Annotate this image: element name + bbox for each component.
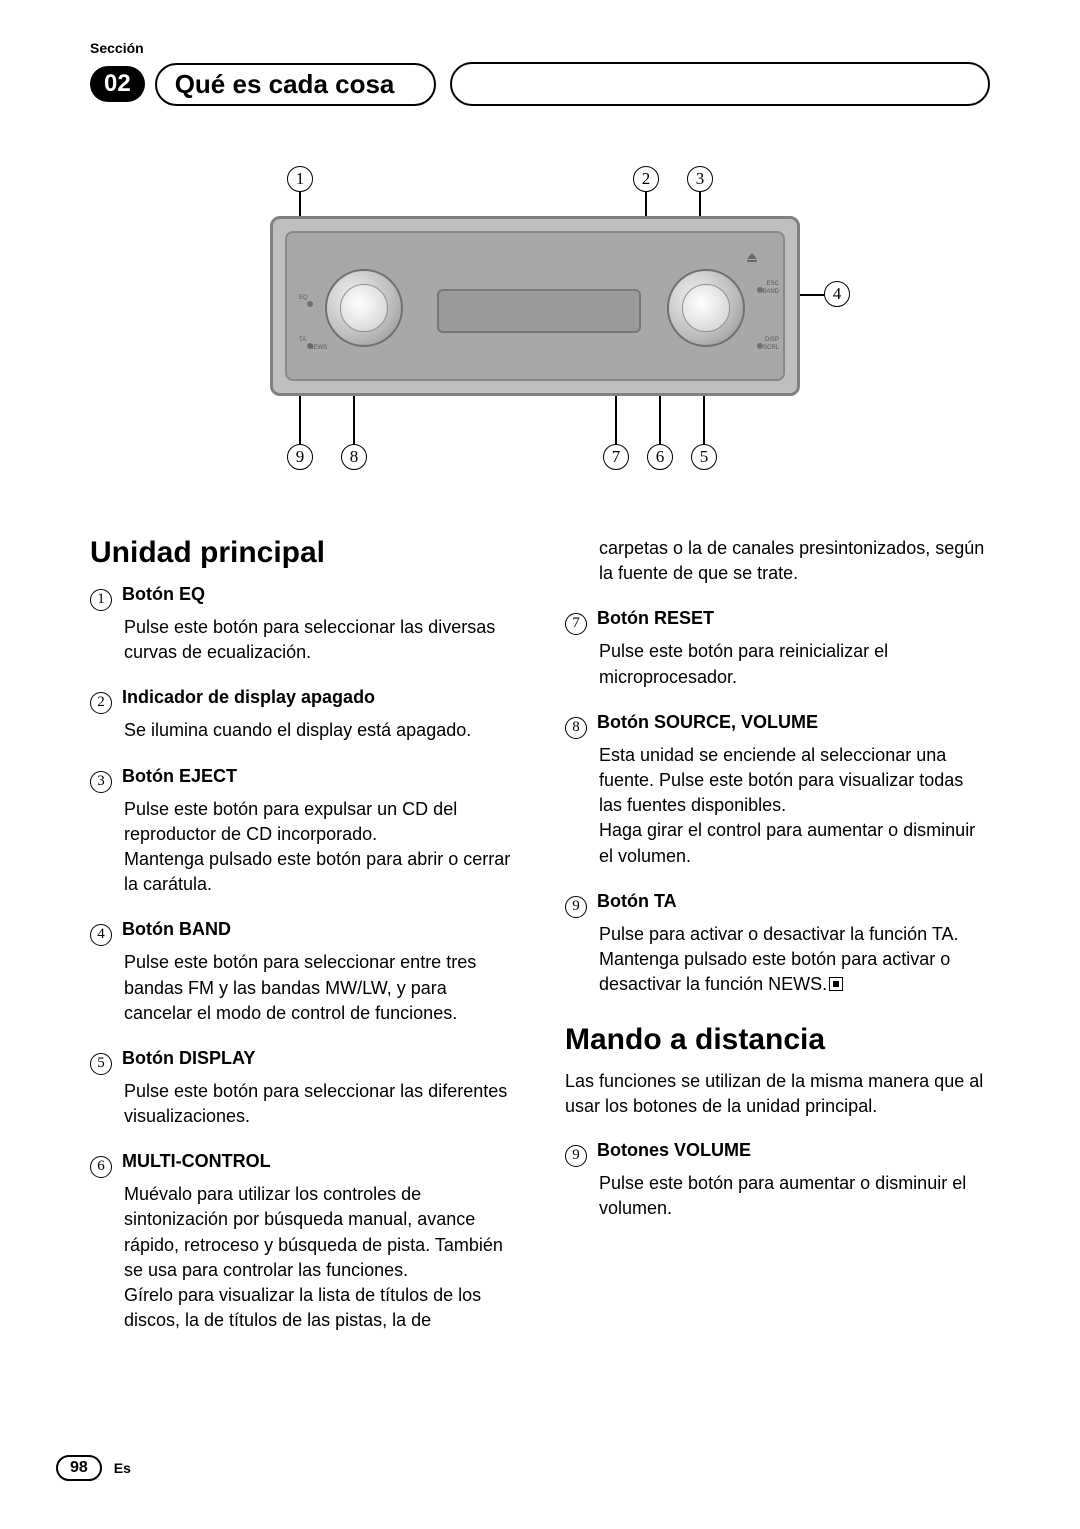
description-item: 2 Indicador de display apagado Se ilumina … [90,687,515,743]
callout-4: 4 [824,281,850,307]
item-number: 4 [90,924,112,946]
description-item: 7 Botón RESET Pulse este botón para reinic… [565,608,990,689]
item-head: 5 Botón DISPLAY [90,1048,515,1075]
scrl-label: SCRL [763,345,779,351]
display-screen [437,289,641,333]
page-title: Qué es cada cosa [155,63,437,106]
faceplate: EQ TA NEWS ESC BAND DISP SCRL [270,216,800,396]
item-number: 3 [90,771,112,793]
callout-7: 7 [603,444,629,470]
item-number: 6 [90,1156,112,1178]
item-body: Se ilumina cuando el display está apagad… [90,718,515,743]
ta-label: TA [299,337,306,343]
callout-2: 2 [633,166,659,192]
callout-8: 8 [341,444,367,470]
item-body: Pulse este botón para seleccionar las di… [90,615,515,665]
item-body: Pulse este botón para expulsar un CD del… [90,797,515,898]
esc-label: ESC [767,281,779,287]
page-footer: 98 Es [56,1455,131,1481]
item-body: Pulse este botón para aumentar o disminu… [565,1171,990,1221]
item-body: Muévalo para utilizar los controles de s… [90,1182,515,1333]
item-title: Botón SOURCE, VOLUME [597,712,818,732]
callout-3: 3 [687,166,713,192]
end-mark-icon [829,977,843,991]
item-title: Botón EJECT [122,766,237,786]
news-label: NEWS [309,345,327,351]
item-number: 9 [565,896,587,918]
callout-9: 9 [287,444,313,470]
description-item: 6 MULTI-CONTROL Muévalo para utilizar los … [90,1151,515,1333]
item-number: 8 [565,717,587,739]
remote-intro: Las funciones se utilizan de la misma ma… [565,1069,990,1119]
item-title: Botón BAND [122,919,231,939]
item-head: 6 MULTI-CONTROL [90,1151,515,1178]
callout-1: 1 [287,166,313,192]
item-number: 9 [565,1145,587,1167]
description-item: 3 Botón EJECT Pulse este botón para expuls… [90,766,515,898]
description-item: 1 Botón EQ Pulse este botón para seleccion… [90,584,515,665]
eq-label: EQ [299,295,308,301]
item-body: Pulse este botón para seleccionar las di… [90,1079,515,1129]
main-heading: Unidad principal [90,536,515,570]
description-item: 8 Botón SOURCE, VOLUME Esta unidad se enci… [565,712,990,869]
callout-5: 5 [691,444,717,470]
description-item: 4 Botón BAND Pulse este botón para selecci… [90,919,515,1026]
description-item: 9 Botones VOLUME Pulse este botón para aum… [565,1140,990,1221]
item-head: 2 Indicador de display apagado [90,687,515,714]
callout-6: 6 [647,444,673,470]
title-pill-spacer [450,62,990,106]
disp-label: DISP [765,337,779,343]
item-number: 7 [565,613,587,635]
item-title: Indicador de display apagado [122,687,375,707]
item-head: 9 Botón TA [565,891,990,918]
item-title: Botón DISPLAY [122,1048,255,1068]
description-item: 9 Botón TA Pulse para activar o desactivar… [565,891,990,998]
head-unit-diagram: 1 2 3 4 9 8 7 6 5 [90,166,990,486]
description-item: 5 Botón DISPLAY Pulse este botón para sele… [90,1048,515,1129]
left-column: Unidad principal 1 Botón EQ Pulse este bot… [90,536,515,1355]
item-body: Pulse este botón para seleccionar entre … [90,950,515,1026]
section-label: Sección [90,40,990,56]
item-head: 9 Botones VOLUME [565,1140,990,1167]
item-number: 5 [90,1053,112,1075]
remote-heading: Mando a distancia [565,1023,990,1057]
item-body: Pulse este botón para reinicializar el m… [565,639,990,689]
item-head: 1 Botón EQ [90,584,515,611]
section-number: 02 [90,66,145,102]
item-title: Botones VOLUME [597,1140,751,1160]
item-head: 7 Botón RESET [565,608,990,635]
item-number: 1 [90,589,112,611]
item-head: 4 Botón BAND [90,919,515,946]
item-head: 3 Botón EJECT [90,766,515,793]
item-head: 8 Botón SOURCE, VOLUME [565,712,990,739]
item-title: Botón RESET [597,608,714,628]
right-knob [667,269,745,347]
continuation-text: carpetas o la de canales presintonizados… [565,536,990,586]
left-knob [325,269,403,347]
eject-icon [745,253,759,263]
page-number: 98 [56,1455,102,1481]
right-column: carpetas o la de canales presintonizados… [565,536,990,1355]
language-code: Es [114,1460,131,1476]
item-title: Botón EQ [122,584,205,604]
page-header: 02 Qué es cada cosa [90,62,990,106]
item-title: MULTI-CONTROL [122,1151,271,1171]
item-body: Pulse para activar o desactivar la funci… [565,922,990,998]
item-title: Botón TA [597,891,677,911]
band-label: BAND [762,289,779,295]
item-number: 2 [90,692,112,714]
item-body: Esta unidad se enciende al seleccionar u… [565,743,990,869]
